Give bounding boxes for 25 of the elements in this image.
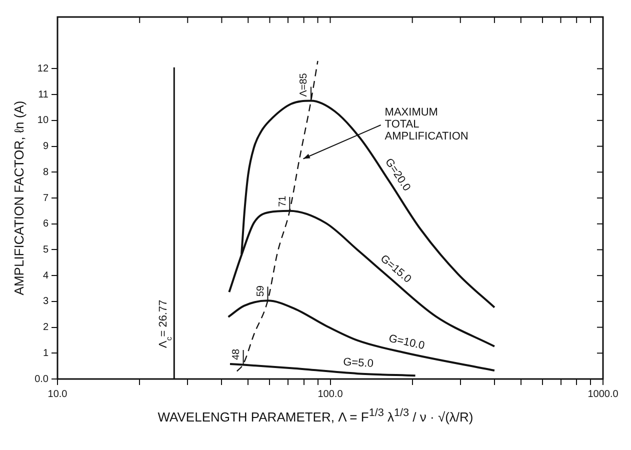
y-tick-label: 3 — [42, 296, 49, 308]
annotation: MAXIMUM TOTAL AMPLIFICATION — [384, 106, 468, 143]
annotation: 48 — [231, 348, 242, 360]
y-tick-label: 5 — [42, 244, 49, 256]
y-tick-label: 12 — [37, 63, 49, 74]
y-tick-label: 1 — [42, 348, 49, 359]
annotation: Λ=85 — [298, 72, 310, 97]
annotation: 59 — [256, 285, 266, 297]
series-label: G=5.0 — [342, 356, 374, 370]
y-tick-label: 9 — [42, 141, 49, 152]
y-tick-label: 6 — [42, 218, 49, 230]
y-tick-label: 4 — [42, 270, 49, 282]
y-tick-label: 11 — [38, 89, 49, 100]
y-tick-label: 10 — [37, 115, 49, 126]
y-tick-label: 2 — [42, 322, 49, 334]
y-axis-title: AMPLIFICATION FACTOR, ℓn (A) — [11, 100, 26, 296]
y-tick-label: 0.0 — [34, 374, 49, 385]
x-tick-label: 1000.0 — [588, 388, 619, 400]
x-tick-label: 10.0 — [48, 388, 68, 400]
text: G=10.0 — [388, 332, 426, 352]
x-tick-label: 100.0 — [318, 388, 344, 400]
x-axis-title: WAVELENGTH PARAMETER, Λ = F$^{1/3}$ λ$^{1/3}$ / ν · √(λ/R) — [156, 407, 474, 424]
y-tick-label: 7 — [42, 192, 49, 204]
annotation: 71 — [277, 195, 288, 207]
y-tick-label: 8 — [42, 166, 49, 178]
